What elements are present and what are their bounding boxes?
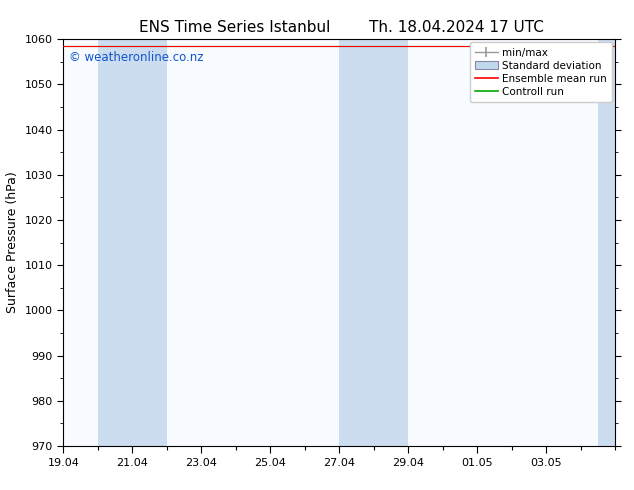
Text: ENS Time Series Istanbul: ENS Time Series Istanbul <box>139 20 330 35</box>
Bar <box>339 39 408 446</box>
Bar <box>98 39 167 446</box>
Bar <box>598 39 615 446</box>
Legend: min/max, Standard deviation, Ensemble mean run, Controll run: min/max, Standard deviation, Ensemble me… <box>470 42 612 102</box>
Text: © weatheronline.co.nz: © weatheronline.co.nz <box>69 51 204 64</box>
Y-axis label: Surface Pressure (hPa): Surface Pressure (hPa) <box>6 172 19 314</box>
Text: Th. 18.04.2024 17 UTC: Th. 18.04.2024 17 UTC <box>369 20 544 35</box>
